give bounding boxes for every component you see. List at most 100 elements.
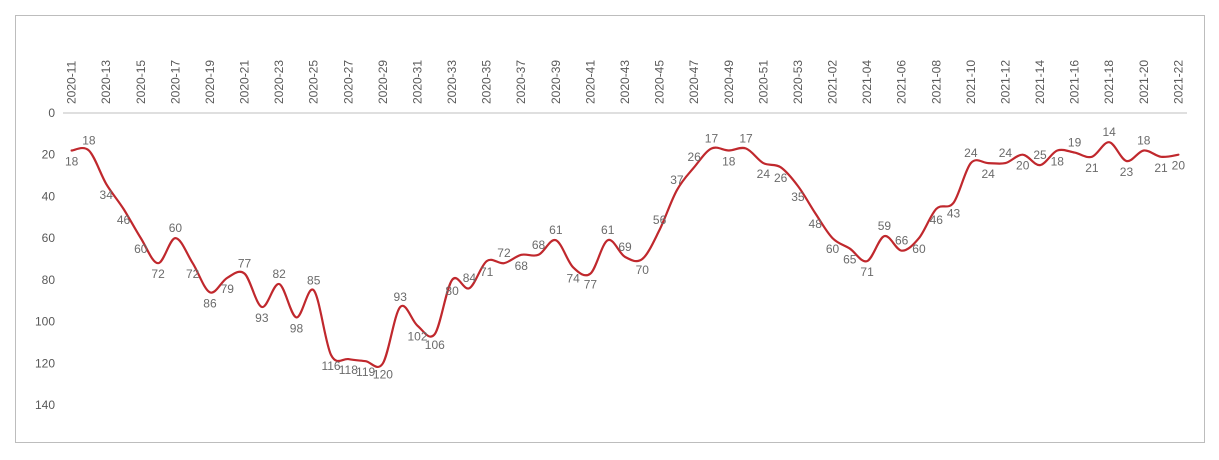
chart-frame bbox=[15, 15, 1205, 443]
x-tick-label: 2021-10 bbox=[964, 60, 978, 104]
data-label: 60 bbox=[912, 242, 926, 256]
data-label: 77 bbox=[238, 257, 252, 271]
x-tick-label: 2020-49 bbox=[722, 60, 736, 104]
data-label: 25 bbox=[1033, 148, 1047, 162]
data-label: 72 bbox=[186, 267, 200, 281]
x-tick-label: 2020-43 bbox=[618, 60, 632, 104]
data-label: 18 bbox=[722, 155, 736, 169]
x-tick-label: 2020-27 bbox=[341, 60, 355, 104]
y-tick-label: 0 bbox=[48, 106, 55, 120]
x-tick-label: 2020-53 bbox=[791, 60, 805, 104]
data-label: 18 bbox=[1137, 134, 1151, 148]
x-tick-label: 2021-08 bbox=[929, 60, 943, 104]
data-label: 43 bbox=[947, 207, 961, 221]
data-label: 61 bbox=[549, 223, 563, 237]
data-label: 19 bbox=[1068, 136, 1082, 150]
y-tick-label: 140 bbox=[35, 398, 55, 412]
data-label: 60 bbox=[134, 242, 148, 256]
data-label: 119 bbox=[356, 365, 375, 379]
data-label: 70 bbox=[636, 263, 650, 277]
data-label: 68 bbox=[532, 238, 546, 252]
data-label: 26 bbox=[774, 171, 788, 185]
data-label: 20 bbox=[1172, 159, 1186, 173]
x-tick-label: 2021-06 bbox=[895, 60, 909, 104]
data-label: 71 bbox=[860, 265, 874, 279]
data-label: 17 bbox=[705, 131, 719, 145]
data-label: 98 bbox=[290, 321, 304, 335]
x-tick-label: 2020-37 bbox=[514, 60, 528, 104]
data-label: 72 bbox=[151, 267, 165, 281]
x-tick-label: 2021-14 bbox=[1033, 60, 1047, 104]
x-tick-label: 2020-11 bbox=[65, 61, 79, 104]
data-label: 37 bbox=[670, 173, 684, 187]
data-label: 17 bbox=[739, 131, 753, 145]
x-tick-label: 2020-13 bbox=[99, 60, 113, 104]
x-tick-label: 2020-39 bbox=[549, 60, 563, 104]
x-tick-label: 2020-47 bbox=[687, 60, 701, 104]
data-label: 23 bbox=[1120, 165, 1134, 179]
x-tick-label: 2020-51 bbox=[756, 60, 770, 104]
x-tick-label: 2021-18 bbox=[1102, 60, 1116, 104]
data-label: 80 bbox=[445, 284, 459, 298]
data-label: 46 bbox=[930, 213, 944, 227]
data-label: 66 bbox=[895, 234, 909, 248]
data-label: 77 bbox=[584, 278, 598, 292]
data-label: 86 bbox=[203, 296, 217, 310]
x-tick-label: 2020-23 bbox=[272, 60, 286, 104]
data-label: 46 bbox=[117, 213, 131, 227]
x-tick-label: 2021-02 bbox=[826, 60, 840, 104]
x-tick-label: 2020-25 bbox=[307, 60, 321, 104]
data-label: 59 bbox=[878, 219, 892, 233]
data-label: 61 bbox=[601, 223, 615, 237]
x-tick-label: 2021-04 bbox=[860, 60, 874, 104]
x-tick-label: 2020-17 bbox=[168, 60, 182, 104]
x-tick-label: 2020-33 bbox=[445, 60, 459, 104]
data-label: 18 bbox=[65, 155, 79, 169]
data-label: 18 bbox=[1051, 155, 1065, 169]
data-label: 21 bbox=[1154, 161, 1168, 175]
data-label: 26 bbox=[687, 150, 701, 164]
data-label: 69 bbox=[618, 240, 632, 254]
data-label: 20 bbox=[1016, 159, 1030, 173]
x-tick-label: 2021-12 bbox=[998, 60, 1012, 104]
data-label: 34 bbox=[100, 188, 114, 202]
y-tick-label: 60 bbox=[42, 231, 56, 245]
data-label: 85 bbox=[307, 273, 321, 287]
x-tick-label: 2020-29 bbox=[376, 60, 390, 104]
x-tick-label: 2020-41 bbox=[583, 60, 597, 104]
y-tick-label: 80 bbox=[42, 273, 56, 287]
x-tick-label: 2020-19 bbox=[203, 60, 217, 104]
data-label: 68 bbox=[515, 259, 529, 273]
data-label: 21 bbox=[1085, 161, 1099, 175]
data-label: 116 bbox=[321, 359, 340, 373]
x-tick-label: 2020-21 bbox=[238, 60, 252, 104]
y-tick-label: 100 bbox=[35, 315, 55, 329]
data-label: 24 bbox=[757, 167, 771, 181]
series-line bbox=[70, 141, 1180, 368]
x-tick-label: 2021-22 bbox=[1171, 60, 1185, 104]
x-tick-label: 2020-15 bbox=[134, 60, 148, 104]
x-tick-label: 2021-20 bbox=[1137, 60, 1151, 104]
data-label: 93 bbox=[255, 311, 269, 325]
x-tick-label: 2020-45 bbox=[653, 60, 667, 104]
data-label: 60 bbox=[826, 242, 840, 256]
data-label: 14 bbox=[1103, 125, 1117, 139]
data-label: 56 bbox=[653, 213, 667, 227]
data-label: 71 bbox=[480, 265, 494, 279]
data-label: 24 bbox=[981, 167, 995, 181]
x-tick-label: 2021-16 bbox=[1068, 60, 1082, 104]
data-label: 120 bbox=[373, 367, 393, 381]
data-label: 65 bbox=[843, 253, 857, 267]
y-tick-label: 20 bbox=[42, 148, 56, 162]
data-label: 82 bbox=[272, 267, 286, 281]
data-label: 24 bbox=[964, 146, 978, 160]
data-label: 24 bbox=[999, 146, 1013, 160]
data-label: 18 bbox=[82, 134, 96, 148]
x-tick-label: 2020-31 bbox=[410, 60, 424, 104]
x-tick-label: 2020-35 bbox=[480, 60, 494, 104]
data-label: 106 bbox=[425, 338, 445, 352]
data-label: 48 bbox=[809, 217, 823, 231]
data-label: 35 bbox=[791, 190, 805, 204]
data-label: 72 bbox=[497, 246, 511, 260]
data-label: 74 bbox=[566, 271, 580, 285]
